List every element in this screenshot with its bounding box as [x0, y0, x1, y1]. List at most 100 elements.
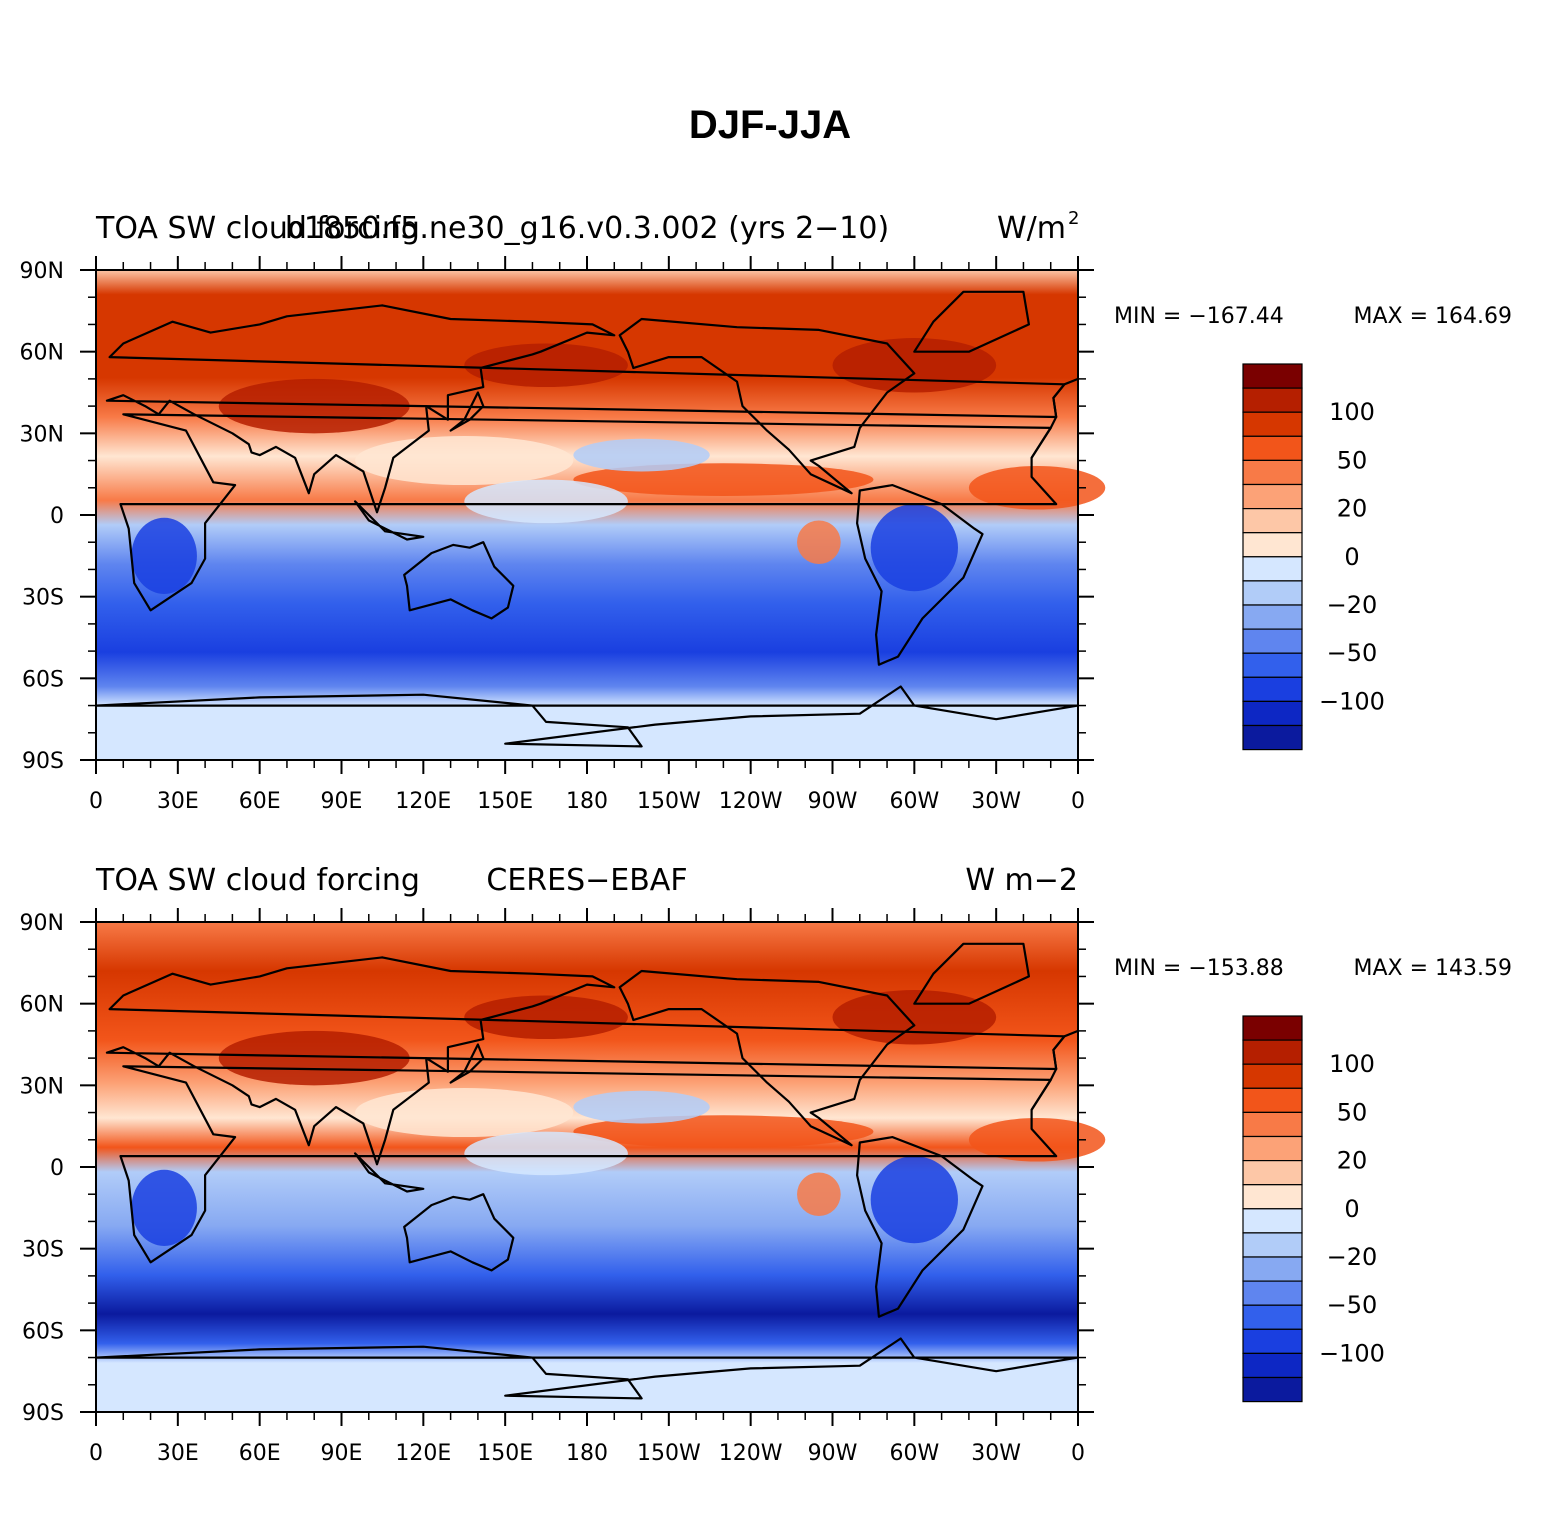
colorbar-segment [1242, 435, 1303, 461]
y-tick-label: 60S [22, 667, 64, 692]
colorbar-segment [1242, 1063, 1303, 1089]
figure-title: DJF-JJA [689, 103, 851, 147]
panel-center-title: CERES−EBAF [486, 863, 687, 898]
x-tick-label: 120W [719, 1441, 783, 1466]
coastline [403, 541, 515, 620]
panel-left-title: TOA SW cloud forcing [95, 863, 420, 898]
colorbar-label: −100 [1319, 1339, 1385, 1367]
x-tick-label: 30W [971, 789, 1021, 814]
min-label: MIN = −167.44 [1114, 304, 1284, 329]
colorbar: 100 50 20 0 −20 −50 −100 [1242, 363, 1385, 751]
colorbar-segment [1242, 1087, 1303, 1114]
coastline [449, 391, 485, 432]
x-tick-label: 30W [971, 1441, 1021, 1466]
colorbar-segment [1242, 1135, 1303, 1162]
colorbar-segment [1242, 1352, 1303, 1379]
x-tick-label: 0 [1071, 1441, 1085, 1466]
x-tick-label: 60W [889, 1441, 939, 1466]
y-tick-label: 30S [22, 1238, 64, 1263]
x-tick-label: 120W [719, 789, 783, 814]
x-tick-label: 180 [566, 1441, 608, 1466]
field-anomaly [464, 1131, 628, 1176]
field-anomaly [797, 520, 841, 564]
y-tick-label: 60N [20, 341, 64, 366]
colorbar-segment [1242, 1015, 1303, 1041]
coastline [618, 317, 916, 495]
y-tick-label: 60N [20, 993, 64, 1018]
field-anomaly [131, 517, 197, 594]
x-tick-label: 60W [889, 789, 939, 814]
colorbar-segment [1242, 1039, 1303, 1065]
coastline [913, 290, 1030, 353]
field-anomaly [218, 1030, 410, 1086]
colorbar-label: −50 [1327, 1291, 1378, 1319]
colorbar-segment [1242, 459, 1303, 486]
colorbar-segment [1242, 1208, 1303, 1234]
colorbar-segment [1242, 1256, 1303, 1282]
coastline [618, 969, 916, 1147]
y-tick-label: 90S [22, 1401, 64, 1426]
colorbar-segment [1242, 532, 1303, 558]
field-anomaly [218, 378, 410, 434]
colorbar-segment [1242, 604, 1303, 630]
coastline [94, 685, 1080, 748]
x-tick-label: 60E [239, 789, 281, 814]
colorbar: 100 50 20 0 −20 −50 −100 [1242, 1015, 1385, 1403]
colorbar-segment [1242, 411, 1303, 437]
panel-right-title: W/m [997, 211, 1066, 246]
colorbar-segment [1242, 1304, 1303, 1330]
field-anomaly [131, 1169, 197, 1246]
coastline [1030, 1029, 1079, 1111]
min-label: MIN = −153.88 [1114, 956, 1284, 981]
colorbar-segment [1242, 628, 1303, 654]
colorbar-segment [1242, 1111, 1303, 1138]
map-panel-2: 0 30E 60E 90E 120E 150E 180 150W 120W 90W 60W 30W 09… [20, 863, 1512, 1466]
colorbar-label: 20 [1337, 495, 1368, 523]
colorbar-segment [1242, 1159, 1303, 1186]
x-tick-label: 0 [89, 1441, 103, 1466]
y-tick-label: 30S [22, 586, 64, 611]
field-anomaly [573, 1090, 710, 1124]
x-tick-label: 30E [157, 1441, 199, 1466]
field-anomaly [832, 338, 997, 393]
x-tick-label: 90W [808, 789, 858, 814]
x-tick-label: 150E [477, 789, 533, 814]
coastline [856, 1136, 984, 1318]
colorbar-segment [1242, 580, 1303, 606]
field-anomaly [832, 990, 997, 1045]
y-tick-label: 90S [22, 749, 64, 774]
x-tick-label: 150E [477, 1441, 533, 1466]
x-tick-label: 120E [395, 1441, 451, 1466]
colorbar-label: −20 [1327, 591, 1378, 619]
field-anomaly [573, 1115, 874, 1148]
colorbar-segment [1242, 387, 1303, 413]
coastline [119, 1065, 1058, 1264]
x-tick-label: 150W [637, 789, 701, 814]
colorbar-segment [1242, 1376, 1303, 1403]
colorbar-segment [1242, 724, 1303, 751]
x-tick-label: 0 [89, 789, 103, 814]
x-tick-label: 90E [321, 789, 363, 814]
x-tick-label: 120E [395, 789, 451, 814]
colorbar-segment [1242, 556, 1303, 582]
field-anomaly [870, 504, 958, 592]
x-tick-label: 60E [239, 1441, 281, 1466]
colorbar-label: −100 [1319, 687, 1385, 715]
x-tick-label: 30E [157, 789, 199, 814]
field-anomaly [464, 343, 628, 388]
max-label: MAX = 164.69 [1353, 304, 1512, 329]
colorbar-label: 0 [1344, 543, 1359, 571]
coastline [403, 1193, 515, 1272]
coastline [94, 1337, 1080, 1400]
y-tick-label: 30N [20, 1074, 64, 1099]
y-tick-label: 0 [50, 504, 64, 529]
field-anomaly [968, 466, 1106, 510]
colorbar-label: 0 [1344, 1195, 1359, 1223]
panel-right-title: W m−2 [965, 863, 1078, 898]
colorbar-segment [1242, 508, 1303, 534]
x-tick-label: 90W [808, 1441, 858, 1466]
colorbar-segment [1242, 483, 1303, 510]
coastline [856, 484, 984, 666]
field-anomaly [355, 1088, 574, 1138]
